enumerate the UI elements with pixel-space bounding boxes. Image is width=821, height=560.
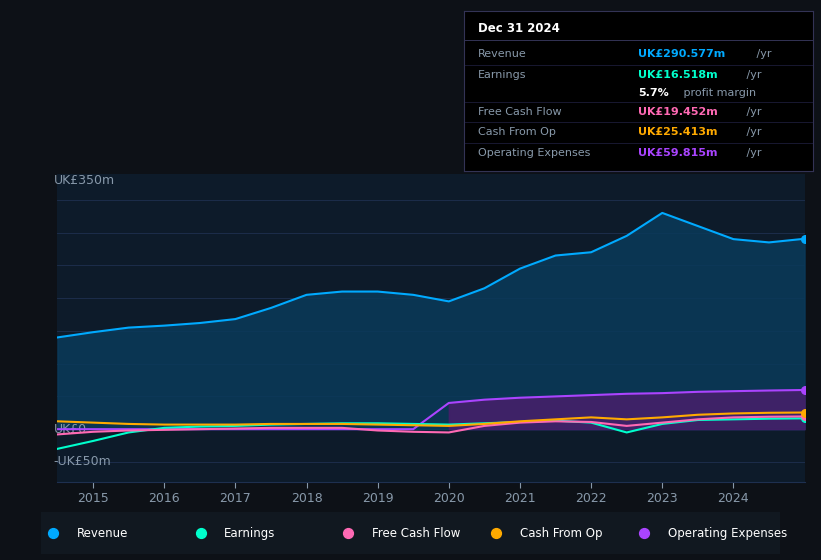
Text: Revenue: Revenue: [76, 527, 128, 540]
Point: [489, 529, 502, 538]
Text: /yr: /yr: [754, 49, 772, 59]
Text: UK£0: UK£0: [53, 423, 87, 436]
Point: [798, 408, 811, 417]
Text: Earnings: Earnings: [478, 70, 526, 80]
Text: /yr: /yr: [743, 107, 762, 116]
Point: [798, 414, 811, 423]
Text: /yr: /yr: [743, 128, 762, 138]
Text: Cash From Op: Cash From Op: [520, 527, 603, 540]
Text: Operating Expenses: Operating Expenses: [667, 527, 787, 540]
Text: UK£19.452m: UK£19.452m: [639, 107, 718, 116]
Text: Cash From Op: Cash From Op: [478, 128, 556, 138]
Point: [798, 412, 811, 421]
Text: 5.7%: 5.7%: [639, 87, 669, 97]
Point: [798, 234, 811, 243]
Text: UK£59.815m: UK£59.815m: [639, 148, 718, 158]
Text: profit margin: profit margin: [680, 87, 756, 97]
Point: [637, 529, 650, 538]
Text: UK£25.413m: UK£25.413m: [639, 128, 718, 138]
Text: -UK£50m: -UK£50m: [53, 455, 112, 469]
Point: [194, 529, 207, 538]
Text: Dec 31 2024: Dec 31 2024: [478, 22, 560, 35]
Point: [798, 385, 811, 394]
Text: Free Cash Flow: Free Cash Flow: [372, 527, 461, 540]
Point: [46, 529, 59, 538]
Text: UK£350m: UK£350m: [53, 175, 115, 188]
Text: Earnings: Earnings: [224, 527, 276, 540]
Text: /yr: /yr: [743, 148, 762, 158]
Text: UK£16.518m: UK£16.518m: [639, 70, 718, 80]
Point: [342, 529, 355, 538]
Text: UK£290.577m: UK£290.577m: [639, 49, 726, 59]
Text: /yr: /yr: [743, 70, 762, 80]
Text: Revenue: Revenue: [478, 49, 526, 59]
Text: Operating Expenses: Operating Expenses: [478, 148, 590, 158]
Text: Free Cash Flow: Free Cash Flow: [478, 107, 562, 116]
